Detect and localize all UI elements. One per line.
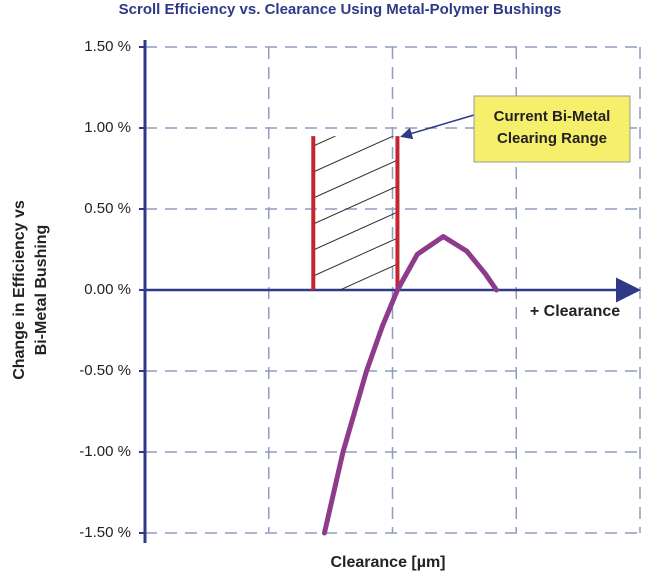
hatch-line [313,368,397,406]
callout-text: Current Bi-Metal [494,108,611,125]
hatch-line [313,56,397,94]
x-label: Clearance [µm] [330,554,445,571]
y-tick-label: -1.00 % [79,443,131,460]
hatch-line [313,211,398,251]
x-arrow-label: + Clearance [530,303,620,320]
plot: 1.50 % 1.00 % 0.50 % 0.00 % -0.50 % -1.00 % -1… [79,30,641,543]
callout-arrow [400,114,475,140]
hatch-line [313,263,398,290]
chart-title: Scroll Efficiency vs. Clearance Using Me… [119,1,562,18]
hatch-line [313,136,398,147]
hatch-line [313,472,397,510]
y-tick-label: -1.50 % [79,524,131,541]
y-label-line: Change in Efficiency vs [11,200,28,380]
y-tick-label: -0.50 % [79,362,131,379]
y-tick-label: 0.50 % [84,200,131,217]
hatch-line [313,159,398,199]
y-label: Change in Efficiency vs Bi-Metal Bushing [11,200,50,380]
hatch-line [313,136,398,173]
y-tick-label: 0.00 % [84,281,131,298]
hatch-line [313,82,397,120]
y-tick-label: 1.00 % [84,119,131,136]
hatch-line [313,30,397,68]
hatch-line [313,342,397,380]
y-tick-label: 1.50 % [84,38,131,55]
hatch-line [313,185,398,225]
callout-box [473,95,631,163]
curve [321,234,499,536]
callout-text: Clearing Range [497,130,607,147]
y-label-line: Bi-Metal Bushing [33,225,50,356]
hatch [313,30,398,510]
callout: Current Bi-Metal Clearing Range [400,95,631,163]
hatch-line [313,237,398,277]
